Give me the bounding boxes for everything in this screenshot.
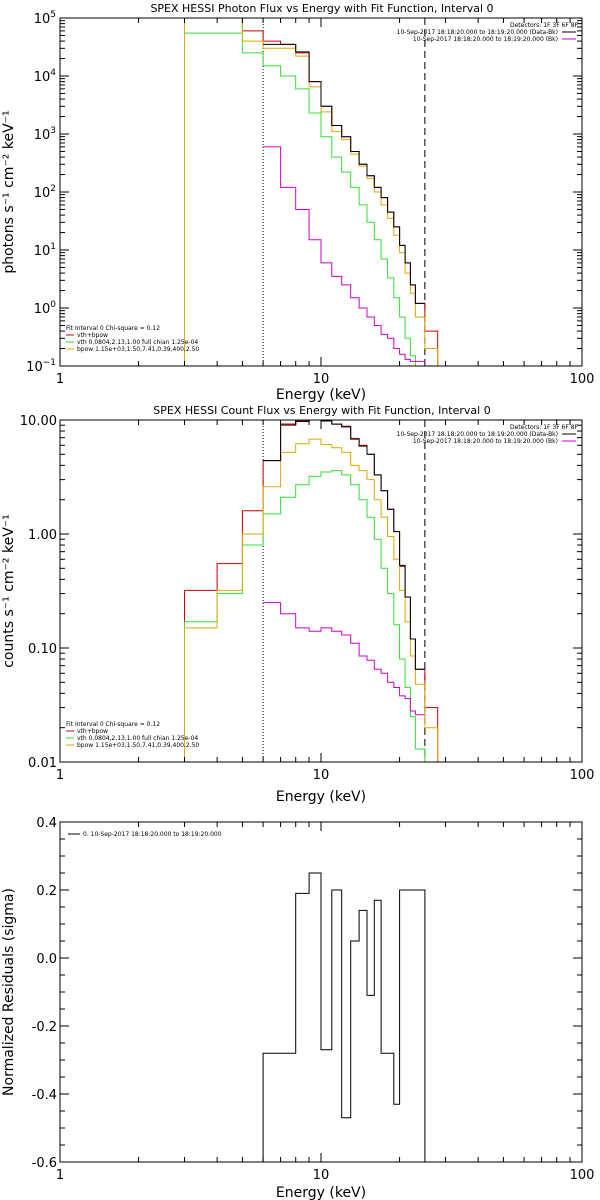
residuals-series-1 (262, 872, 426, 1162)
residuals-y-tick-label: -0.4 (32, 1088, 57, 1103)
photon-flux-series-2 (184, 32, 438, 367)
photon-flux-y-tick-label: 101 (34, 242, 56, 259)
count-flux-series-2 (184, 470, 438, 763)
photon-flux-y-tick-label: 103 (34, 126, 56, 143)
photon-flux-panel: SPEX HESSI Photon Flux vs Energy with Fi… (1, 2, 594, 403)
count-flux-y-tick-label: 0.10 (28, 642, 57, 657)
photon-flux-x-tick-label: 1 (56, 372, 64, 387)
residuals-y-axis-label: Normalized Residuals (sigma) (1, 888, 17, 1096)
residuals-y-tick-label: -0.6 (32, 1156, 57, 1171)
residuals-legend: 0. 10-Sep-2017 18:18:20.000 to 18:19:20.… (68, 831, 222, 838)
residuals-marks (262, 872, 426, 1162)
count-flux-x-ticks: 1 10 100 (56, 420, 595, 783)
count-flux-legend-bottom: Fit Interval 0 Chi-square = 0.12vth+bpow… (66, 721, 199, 749)
count-flux-x-tick-label: 10 (313, 768, 330, 783)
photon-flux-marks (184, 17, 439, 367)
count-flux-legend-entry: 10-Sep-2017 18:18:20.000 to 18:19:20.000… (397, 431, 558, 438)
count-flux-marks (184, 419, 439, 763)
photon-flux-y-tick-label: 10−1 (26, 358, 56, 375)
photon-flux-plot-frame (59, 17, 583, 367)
residuals-y-tick-label: -0.2 (32, 1020, 57, 1035)
photon-flux-y-tick-label: 100 (34, 300, 57, 317)
count-flux-panel: SPEX HESSI Count Flux vs Energy with Fit… (1, 404, 594, 805)
photon-flux-y-tick-label: 105 (34, 10, 56, 27)
photon-flux-x-ticks: 1 10 100 (56, 18, 595, 387)
count-flux-legend-entry: 10-Sep-2017 18:18:20.000 to 18:19:20.000… (413, 438, 558, 445)
photon-flux-y-tick-label: 104 (34, 68, 57, 85)
photon-flux-x-tick-label: 10 (313, 372, 330, 387)
residuals-y-tick-label: 0.2 (36, 884, 57, 899)
count-flux-y-axis-label: counts s⁻¹ cm⁻² keV⁻¹ (1, 514, 17, 668)
count-flux-y-tick-label: 10.00 (20, 414, 57, 429)
residuals-legend-entry: 0. 10-Sep-2017 18:18:20.000 to 18:19:20.… (83, 831, 222, 838)
count-flux-x-tick-label: 1 (56, 768, 64, 783)
count-flux-series-4 (263, 419, 425, 670)
photon-flux-legend-bottom: Fit Interval 0 Chi-square = 0.12vth+bpow… (66, 325, 199, 353)
count-flux-series-3 (184, 438, 439, 762)
photon-flux-series-5 (263, 146, 425, 362)
photon-flux-series-4 (263, 43, 425, 304)
photon-flux-x-axis-label: Energy (keV) (276, 387, 366, 403)
residuals-y-ticks: -0.6 -0.4 -0.2 0.0 0.2 0.4 (32, 816, 582, 1171)
photon-flux-legend-fit-entry: vth+bpow (77, 332, 108, 339)
count-flux-legend-fit-entry: vth+bpow (77, 728, 108, 735)
residuals-x-axis-label: Energy (keV) (276, 1185, 366, 1200)
photon-flux-y-ticks: 10−1 100 101 102 103 104 105 (26, 10, 582, 375)
count-flux-y-tick-label: 1.00 (28, 528, 57, 543)
photon-flux-legend-fit-entry: vth 0.0804,2.13,1.00 full chian 1.25e-04 (77, 339, 198, 346)
residuals-x-ticks: 1 10 100 (56, 822, 595, 1183)
count-flux-legend-detectors: Detectors: 1F 3F 6F 8F (510, 424, 579, 431)
count-flux-y-ticks: 0.01 0.10 1.00 10.00 (20, 414, 582, 771)
photon-flux-y-tick-label: 102 (34, 184, 56, 201)
photon-flux-title: SPEX HESSI Photon Flux vs Energy with Fi… (150, 2, 493, 15)
count-flux-y-tick-label: 0.01 (28, 756, 57, 771)
residuals-x-tick-label: 10 (313, 1168, 330, 1183)
photon-flux-y-axis-label: photons s⁻¹ cm⁻² keV⁻¹ (1, 110, 17, 273)
count-flux-legend-fit-title: Fit Interval 0 Chi-square = 0.12 (66, 721, 160, 728)
residuals-y-tick-label: 0.0 (36, 952, 57, 967)
count-flux-plot-frame (59, 419, 583, 763)
photon-flux-legend-detectors: Detectors: 1F 3F 6F 8F (510, 22, 579, 29)
count-flux-legend-fit-entry: bpow 1.15e+03,1.50,7.41,0.39,400,2.50 (77, 742, 199, 749)
photon-flux-legend-fit-title: Fit Interval 0 Chi-square = 0.12 (66, 325, 160, 332)
photon-flux-legend-fit-entry: bpow 1.15e+03,1.50,7.41,0.39,400,2.50 (77, 346, 199, 353)
photon-flux-legend-entry: 10-Sep-2017 18:18:20.000 to 18:19:20.000… (413, 36, 558, 43)
photon-flux-legend-entry: 10-Sep-2017 18:18:20.000 to 18:19:20.000… (397, 29, 558, 36)
count-flux-series-1 (184, 419, 439, 762)
count-flux-title: SPEX HESSI Count Flux vs Energy with Fit… (153, 404, 490, 417)
residuals-y-tick-label: 0.4 (36, 816, 57, 831)
count-flux-x-tick-label: 100 (570, 768, 595, 783)
photon-flux-x-tick-label: 100 (570, 372, 595, 387)
photon-flux-series-3 (184, 17, 439, 366)
residuals-x-tick-label: 100 (570, 1168, 595, 1183)
residuals-x-tick-label: 1 (56, 1168, 64, 1183)
count-flux-x-axis-label: Energy (keV) (276, 789, 366, 805)
residuals-panel: -0.6 -0.4 -0.2 0.0 0.2 0.4 1 10 100 Energy (keV… (1, 816, 594, 1200)
count-flux-legend-fit-entry: vth 0.0804,2.13,1.00 full chian 1.25e-04 (77, 735, 198, 742)
count-flux-series-5 (263, 602, 425, 716)
